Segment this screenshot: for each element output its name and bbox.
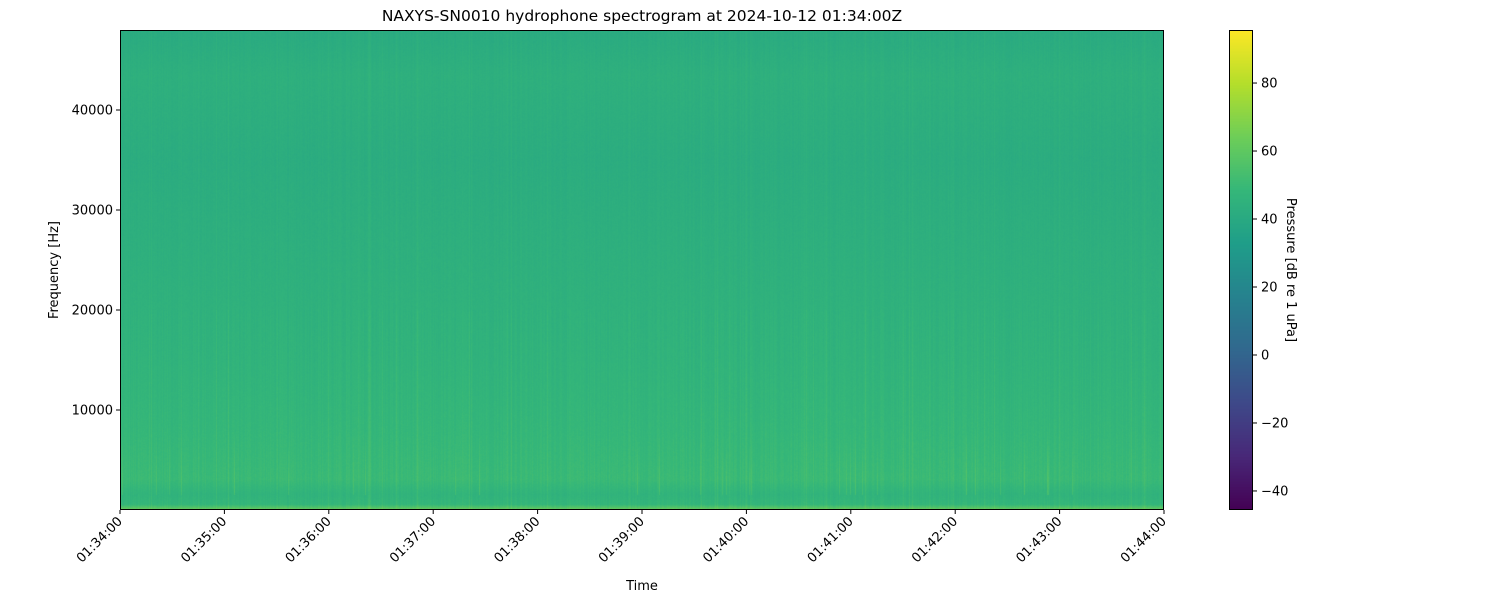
chart-title: NAXYS-SN0010 hydrophone spectrogram at 2…	[382, 7, 902, 25]
y-tick-label: 20000	[72, 304, 113, 319]
x-tick-label: 01:41:00	[805, 514, 857, 566]
colorbar-tick-label: 80	[1261, 77, 1278, 92]
spectrogram-image	[120, 30, 1164, 510]
colorbar-gradient	[1229, 30, 1253, 510]
x-tick-label: 01:40:00	[700, 514, 752, 566]
y-tick-label: 10000	[72, 404, 113, 419]
y-axis-label: Frequency [Hz]	[47, 221, 62, 319]
y-tick-label: 40000	[72, 104, 113, 119]
colorbar-frame	[1229, 30, 1253, 510]
x-tick-label: 01:38:00	[492, 514, 544, 566]
plot-frame	[120, 30, 1164, 510]
x-tick-label: 01:35:00	[178, 514, 230, 566]
x-tick-label: 01:34:00	[74, 514, 126, 566]
colorbar-tick-label: 60	[1261, 145, 1278, 160]
colorbar-label: Pressure [dB re 1 uPa]	[1283, 198, 1298, 342]
x-tick-label: 01:43:00	[1014, 514, 1066, 566]
x-tick-label: 01:36:00	[283, 514, 335, 566]
colorbar-tick-label: 40	[1261, 213, 1278, 228]
colorbar-tick-label: −20	[1261, 416, 1288, 431]
x-axis-label: Time	[625, 579, 658, 594]
x-tick-label: 01:42:00	[909, 514, 961, 566]
colorbar-tick-label: −40	[1261, 484, 1288, 499]
x-tick-label: 01:44:00	[1118, 514, 1170, 566]
colorbar-tick-label: 0	[1261, 348, 1269, 363]
colorbar-tick-label: 20	[1261, 280, 1278, 295]
x-tick-label: 01:37:00	[387, 514, 439, 566]
x-tick-label: 01:39:00	[596, 514, 648, 566]
y-tick-label: 30000	[72, 204, 113, 219]
